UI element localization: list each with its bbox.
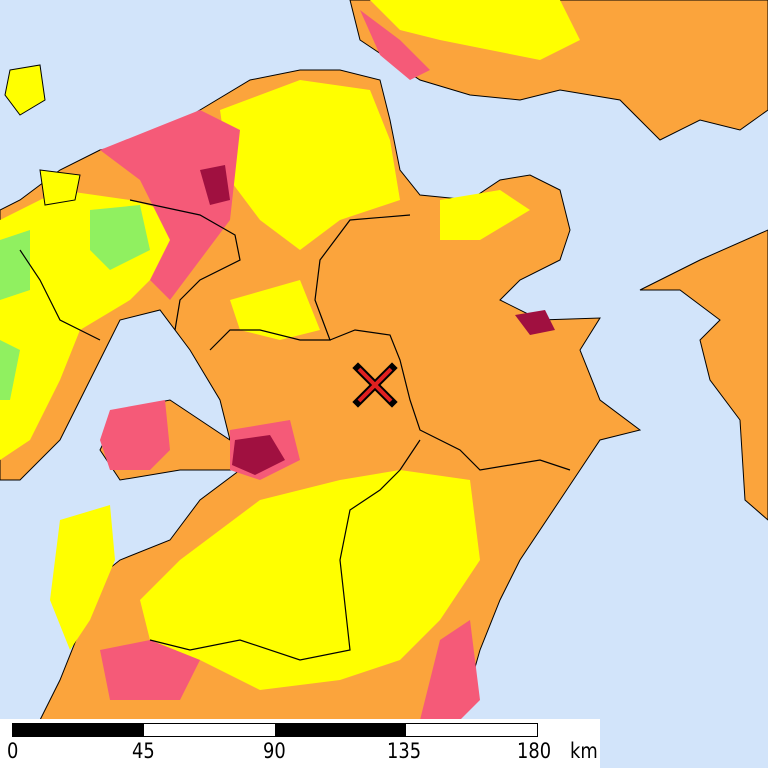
area-yellow (440, 190, 530, 240)
area-green (90, 205, 150, 270)
area-pink (360, 10, 430, 80)
land-shikoku (639, 229, 768, 521)
scale-segment (144, 724, 275, 736)
area-green (0, 230, 30, 300)
scale-bar-segments (12, 723, 538, 737)
area-yellow (50, 505, 115, 650)
scale-label: 135 (387, 739, 422, 763)
area-yellow (370, 0, 580, 60)
area-darkred (200, 165, 230, 205)
land-island (39, 169, 81, 206)
scale-segment (406, 724, 537, 736)
area-yellow (140, 470, 480, 690)
area-green (0, 340, 20, 400)
scale-label: 180 (517, 739, 552, 763)
area-darkred (232, 435, 285, 475)
area-yellow (0, 190, 200, 460)
x-mark-icon (352, 362, 398, 408)
area-pink (100, 110, 240, 300)
area-pink (100, 640, 200, 700)
scale-unit: km (570, 739, 598, 763)
scale-label: 0 (7, 739, 19, 763)
scale-label: 45 (132, 739, 155, 763)
land-island (4, 64, 46, 116)
area-pink (420, 620, 480, 720)
area-darkred (515, 310, 555, 335)
scale-segment (275, 724, 406, 736)
scale-label: 90 (263, 739, 286, 763)
prefecture-boundaries (19, 199, 571, 661)
area-pink (100, 400, 170, 470)
scale-bar: 0 45 90 135 180 km (0, 719, 600, 768)
area-yellow (220, 80, 400, 250)
scale-segment (13, 724, 144, 736)
area-yellow (230, 280, 320, 340)
